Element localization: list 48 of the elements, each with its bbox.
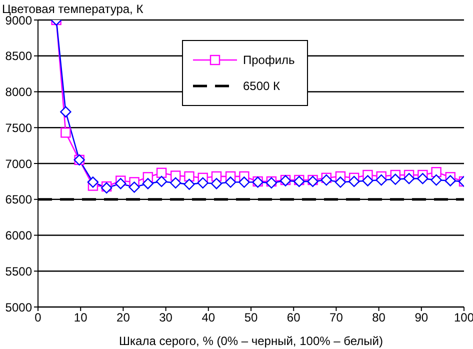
point [431,167,442,178]
point [224,176,236,188]
point [362,175,374,186]
point [115,178,126,190]
y-axis-title: Цветовая температура, К [2,2,144,16]
y-tick-label: 7500 [5,120,32,135]
legend-label: 6500 К [243,79,280,93]
point [403,172,415,184]
x-tick-label: 80 [372,310,386,325]
point [170,177,182,188]
y-tick-label: 5500 [5,264,32,278]
point [320,174,332,186]
x-tick-label: 70 [330,310,344,325]
point [417,172,428,184]
point [444,175,456,186]
point [156,176,168,188]
point [334,176,346,188]
x-tick-label: 20 [116,310,130,325]
point [142,178,154,190]
y-tick-label: 8500 [5,49,32,64]
x-tick-label: 60 [286,310,301,325]
point [238,176,250,188]
point [184,178,195,190]
point [348,176,360,188]
x-tick-label: 30 [159,310,173,325]
x-tick-label: 10 [74,310,88,325]
x-tick-label: 0 [34,310,42,325]
point [128,182,140,193]
y-tick-label: 7000 [5,156,32,171]
point [60,106,72,118]
point [156,168,167,178]
point [430,174,442,186]
x-tick-label: 90 [414,310,428,325]
y-tick-label: 6000 [5,228,32,243]
point [390,174,402,185]
y-tick-label: 6500 [5,192,32,207]
x-axis-title: Шкала серого, % (0% – черный, 100% – белый) [119,334,383,348]
point [60,128,71,138]
y-tick-label: 8000 [5,85,32,100]
point [210,178,222,190]
point [87,176,99,188]
x-tick-label: 50 [244,310,258,325]
point [197,177,208,188]
x-tick-label: 40 [202,310,216,325]
point [184,171,194,182]
y-tick-label: 5000 [5,300,32,314]
point [376,174,387,186]
legend-label: Профиль [243,53,295,67]
